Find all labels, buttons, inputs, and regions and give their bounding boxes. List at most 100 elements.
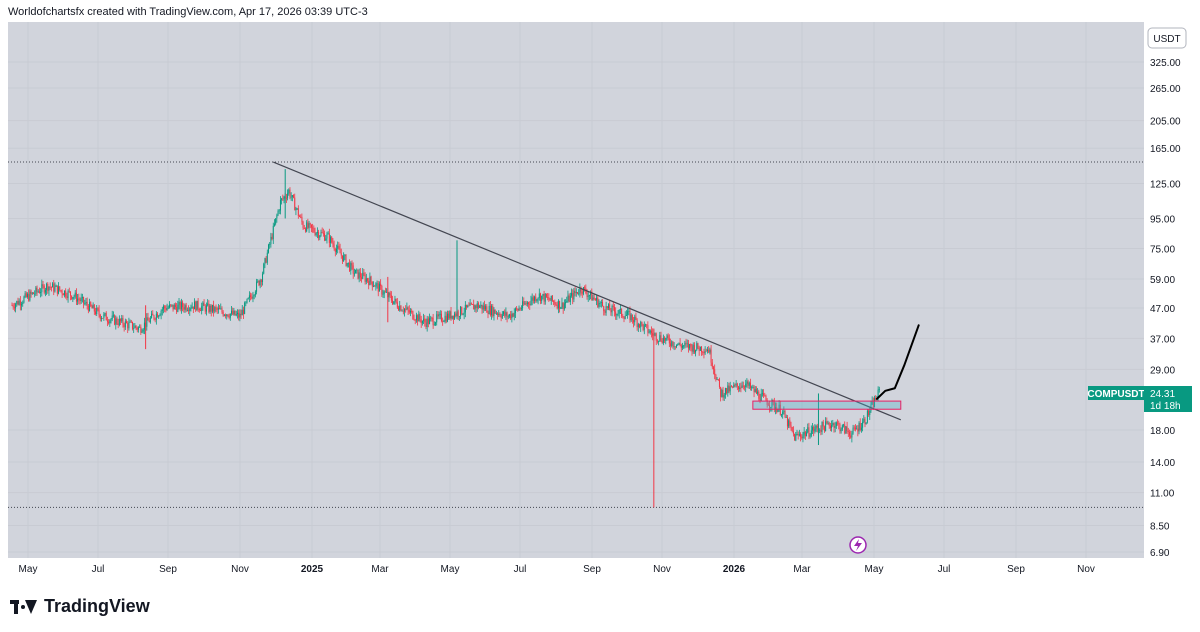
candle-body bbox=[734, 384, 736, 386]
candle-body bbox=[65, 290, 67, 297]
candle-body bbox=[127, 323, 129, 329]
candle-body bbox=[644, 324, 646, 326]
candle-body bbox=[439, 313, 441, 315]
candle-body bbox=[667, 335, 669, 339]
candle-body bbox=[654, 333, 656, 335]
candle-body bbox=[389, 292, 391, 296]
candle-body bbox=[665, 338, 667, 341]
candle-body bbox=[674, 346, 676, 348]
candle-body bbox=[392, 300, 394, 304]
candle-body bbox=[475, 305, 477, 309]
candle-body bbox=[297, 208, 299, 216]
candlestick-chart[interactable]: 325.00 265.00 205.00 165.00 125.00 95.00 75.00… bbox=[8, 22, 1192, 578]
time-axis[interactable]: May Jul Sep Nov 2025 Mar May Jul Sep Nov 2026 Mar Ma… bbox=[8, 558, 1144, 578]
candle-body bbox=[488, 305, 490, 314]
candle-body bbox=[841, 425, 843, 430]
candle-body bbox=[30, 291, 32, 294]
lightning-icon[interactable] bbox=[849, 536, 867, 554]
candle-body bbox=[189, 308, 191, 311]
candle-body bbox=[222, 311, 224, 316]
candle-body bbox=[871, 401, 873, 405]
candle-body bbox=[471, 304, 473, 305]
candle-body bbox=[832, 423, 834, 426]
candle-body bbox=[69, 291, 71, 296]
candle-body bbox=[120, 318, 122, 322]
candle-body bbox=[278, 210, 280, 212]
candle-body bbox=[559, 300, 561, 309]
candle-body bbox=[54, 286, 56, 292]
candle-body bbox=[421, 320, 423, 324]
candle-body bbox=[153, 315, 155, 319]
candle-body bbox=[468, 305, 470, 307]
candle-body bbox=[736, 383, 738, 387]
candle-body bbox=[423, 318, 425, 321]
candle-body bbox=[429, 318, 431, 324]
candle-body bbox=[510, 314, 512, 319]
candle-body bbox=[726, 388, 728, 394]
candle-body bbox=[769, 405, 771, 408]
candle-body bbox=[470, 303, 472, 305]
candle-body bbox=[271, 236, 273, 239]
candle-body bbox=[696, 343, 698, 350]
candle-body bbox=[241, 309, 243, 316]
candle-body bbox=[872, 401, 874, 408]
candle-body bbox=[400, 305, 402, 311]
candle-body bbox=[486, 306, 488, 313]
currency-button[interactable]: USDT bbox=[1147, 27, 1187, 49]
candle-body bbox=[151, 313, 153, 318]
candle-body bbox=[375, 283, 377, 287]
candle-body bbox=[275, 218, 277, 224]
candle-body bbox=[672, 341, 674, 347]
drawings[interactable] bbox=[273, 161, 920, 421]
candle-body bbox=[449, 311, 451, 319]
candle-body bbox=[629, 311, 631, 321]
candle-body bbox=[866, 410, 868, 423]
candle-body bbox=[692, 344, 694, 352]
candle-body bbox=[128, 322, 130, 329]
candle-body bbox=[121, 317, 123, 322]
candle-body bbox=[372, 285, 374, 287]
candle-body bbox=[186, 310, 188, 311]
candle-body bbox=[299, 215, 301, 217]
candle-body bbox=[116, 318, 118, 324]
candle-body bbox=[160, 310, 162, 316]
candle-body bbox=[840, 429, 842, 432]
candle-body bbox=[300, 216, 302, 218]
candle-body bbox=[618, 309, 620, 314]
candle-body bbox=[355, 269, 357, 274]
candle-body bbox=[321, 232, 323, 234]
candle-body bbox=[97, 308, 99, 310]
candle-body bbox=[37, 291, 39, 293]
candle-body bbox=[136, 327, 138, 330]
candle-body bbox=[18, 300, 20, 305]
candle-body bbox=[388, 292, 390, 298]
candle-body bbox=[464, 304, 466, 313]
price-axis[interactable]: 325.00 265.00 205.00 165.00 125.00 95.00 75.00… bbox=[1144, 22, 1192, 578]
candle-body bbox=[370, 276, 372, 282]
candle-body bbox=[32, 292, 34, 295]
candle-body bbox=[535, 296, 537, 302]
candle-body bbox=[262, 273, 264, 283]
candle-body bbox=[476, 303, 478, 309]
candle-body bbox=[800, 434, 802, 437]
candle-body bbox=[792, 431, 794, 434]
candle-body bbox=[858, 423, 860, 432]
candle-body bbox=[587, 295, 589, 297]
candle-body bbox=[315, 233, 317, 236]
candle-body bbox=[684, 342, 686, 346]
candle-body bbox=[690, 344, 692, 347]
candle-body bbox=[494, 309, 496, 314]
candle-body bbox=[401, 310, 403, 312]
candle-body bbox=[75, 292, 77, 302]
candle-body bbox=[219, 308, 221, 310]
candle-body bbox=[137, 327, 139, 330]
candle-body bbox=[201, 306, 203, 311]
candle-body bbox=[727, 385, 729, 394]
candle-body bbox=[194, 301, 196, 310]
candle-body bbox=[668, 338, 670, 344]
y-tick-label: 11.00 bbox=[1150, 489, 1175, 500]
candle-body bbox=[293, 195, 295, 198]
candle-body bbox=[221, 308, 223, 312]
candle-body bbox=[435, 322, 437, 325]
candle-body bbox=[815, 425, 817, 430]
